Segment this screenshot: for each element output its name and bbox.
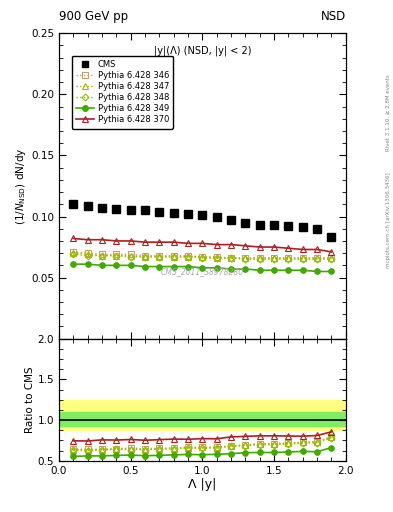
Y-axis label: $(1/N_{\rm NSD})$ dN/dy: $(1/N_{\rm NSD})$ dN/dy <box>14 147 28 225</box>
Text: Rivet 3.1.10, ≥ 2.8M events: Rivet 3.1.10, ≥ 2.8M events <box>386 74 391 151</box>
Legend: CMS, Pythia 6.428 346, Pythia 6.428 347, Pythia 6.428 348, Pythia 6.428 349, Pyt: CMS, Pythia 6.428 346, Pythia 6.428 347,… <box>72 56 173 129</box>
Text: |y|(Λ) (NSD, |y| < 2): |y|(Λ) (NSD, |y| < 2) <box>154 46 251 56</box>
X-axis label: Λ |y|: Λ |y| <box>188 478 217 492</box>
Text: CMS_2011_S8978280: CMS_2011_S8978280 <box>161 267 244 276</box>
Text: 900 GeV pp: 900 GeV pp <box>59 10 128 23</box>
Text: NSD: NSD <box>321 10 346 23</box>
Y-axis label: Ratio to CMS: Ratio to CMS <box>25 367 35 433</box>
Text: mcplots.cern.ch [arXiv:1306.3436]: mcplots.cern.ch [arXiv:1306.3436] <box>386 173 391 268</box>
